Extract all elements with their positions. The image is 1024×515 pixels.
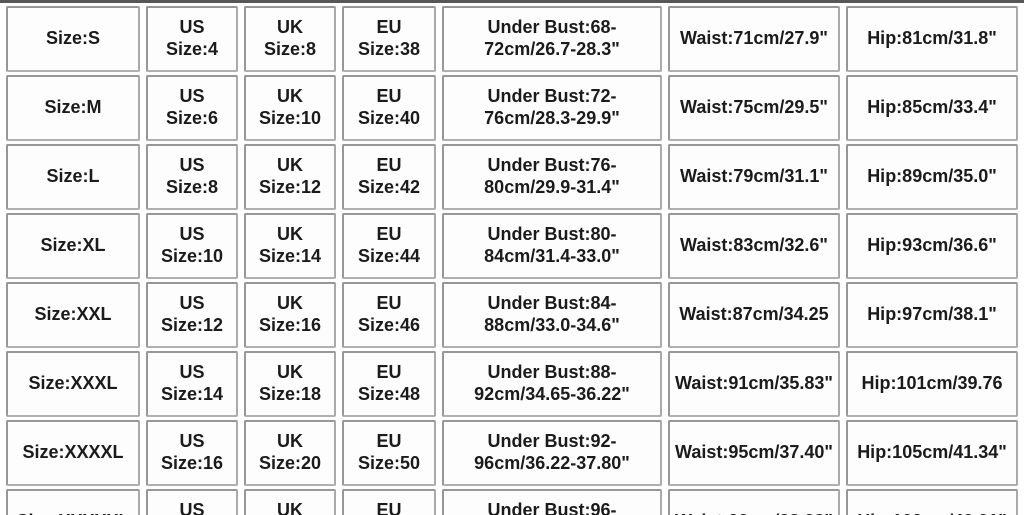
- eu-size-cell: EU Size:50: [342, 420, 436, 486]
- uk-size-cell: UK Size:16: [244, 282, 336, 348]
- size-cell: Size:M: [6, 75, 140, 141]
- table-row: Size:XXXXXL US Size:18 UK Size:22 EU Siz…: [6, 489, 1018, 515]
- hip-cell: Hip:81cm/31.8": [846, 6, 1018, 72]
- waist-cell: Waist:79cm/31.1": [668, 144, 840, 210]
- under-bust-cell: Under Bust:80- 84cm/31.4-33.0": [442, 213, 662, 279]
- uk-size-cell: UK Size:12: [244, 144, 336, 210]
- us-size-cell: US Size:16: [146, 420, 238, 486]
- uk-size-cell: UK Size:20: [244, 420, 336, 486]
- under-bust-cell: Under Bust:68- 72cm/26.7-28.3": [442, 6, 662, 72]
- uk-size-cell: UK Size:22: [244, 489, 336, 515]
- waist-cell: Waist:71cm/27.9": [668, 6, 840, 72]
- table-row: Size:XXL US Size:12 UK Size:16 EU Size:4…: [6, 282, 1018, 348]
- hip-cell: Hip:109cm/42.91": [846, 489, 1018, 515]
- size-cell: Size:S: [6, 6, 140, 72]
- eu-size-cell: EU Size:46: [342, 282, 436, 348]
- eu-size-cell: EU Size:52: [342, 489, 436, 515]
- table-row: Size:S US Size:4 UK Size:8 EU Size:38 Un…: [6, 6, 1018, 72]
- table-row: Size:XXXXL US Size:16 UK Size:20 EU Size…: [6, 420, 1018, 486]
- waist-cell: Waist:75cm/29.5": [668, 75, 840, 141]
- size-cell: Size:XL: [6, 213, 140, 279]
- eu-size-cell: EU Size:40: [342, 75, 436, 141]
- waist-cell: Waist:87cm/34.25: [668, 282, 840, 348]
- under-bust-cell: Under Bust:72- 76cm/28.3-29.9": [442, 75, 662, 141]
- uk-size-cell: UK Size:14: [244, 213, 336, 279]
- us-size-cell: US Size:18: [146, 489, 238, 515]
- under-bust-cell: Under Bust:96- 100cm/37.80-39.37": [442, 489, 662, 515]
- us-size-cell: US Size:14: [146, 351, 238, 417]
- uk-size-cell: UK Size:8: [244, 6, 336, 72]
- table-row: Size:L US Size:8 UK Size:12 EU Size:42 U…: [6, 144, 1018, 210]
- table-row: Size:XXXL US Size:14 UK Size:18 EU Size:…: [6, 351, 1018, 417]
- us-size-cell: US Size:12: [146, 282, 238, 348]
- hip-cell: Hip:105cm/41.34": [846, 420, 1018, 486]
- under-bust-cell: Under Bust:84- 88cm/33.0-34.6": [442, 282, 662, 348]
- hip-cell: Hip:93cm/36.6": [846, 213, 1018, 279]
- under-bust-cell: Under Bust:92- 96cm/36.22-37.80": [442, 420, 662, 486]
- waist-cell: Waist:83cm/32.6": [668, 213, 840, 279]
- under-bust-cell: Under Bust:88- 92cm/34.65-36.22": [442, 351, 662, 417]
- waist-cell: Waist:95cm/37.40": [668, 420, 840, 486]
- waist-cell: Waist:91cm/35.83": [668, 351, 840, 417]
- us-size-cell: US Size:6: [146, 75, 238, 141]
- under-bust-cell: Under Bust:76- 80cm/29.9-31.4": [442, 144, 662, 210]
- us-size-cell: US Size:10: [146, 213, 238, 279]
- eu-size-cell: EU Size:42: [342, 144, 436, 210]
- us-size-cell: US Size:8: [146, 144, 238, 210]
- size-cell: Size:XXXL: [6, 351, 140, 417]
- us-size-cell: US Size:4: [146, 6, 238, 72]
- hip-cell: Hip:89cm/35.0": [846, 144, 1018, 210]
- eu-size-cell: EU Size:44: [342, 213, 436, 279]
- waist-cell: Waist:99cm/38.98": [668, 489, 840, 515]
- hip-cell: Hip:101cm/39.76: [846, 351, 1018, 417]
- size-cell: Size:XXXXL: [6, 420, 140, 486]
- eu-size-cell: EU Size:38: [342, 6, 436, 72]
- hip-cell: Hip:97cm/38.1": [846, 282, 1018, 348]
- size-cell: Size:L: [6, 144, 140, 210]
- uk-size-cell: UK Size:18: [244, 351, 336, 417]
- hip-cell: Hip:85cm/33.4": [846, 75, 1018, 141]
- table-row: Size:M US Size:6 UK Size:10 EU Size:40 U…: [6, 75, 1018, 141]
- eu-size-cell: EU Size:48: [342, 351, 436, 417]
- size-cell: Size:XXXXXL: [6, 489, 140, 515]
- table-row: Size:XL US Size:10 UK Size:14 EU Size:44…: [6, 213, 1018, 279]
- size-cell: Size:XXL: [6, 282, 140, 348]
- uk-size-cell: UK Size:10: [244, 75, 336, 141]
